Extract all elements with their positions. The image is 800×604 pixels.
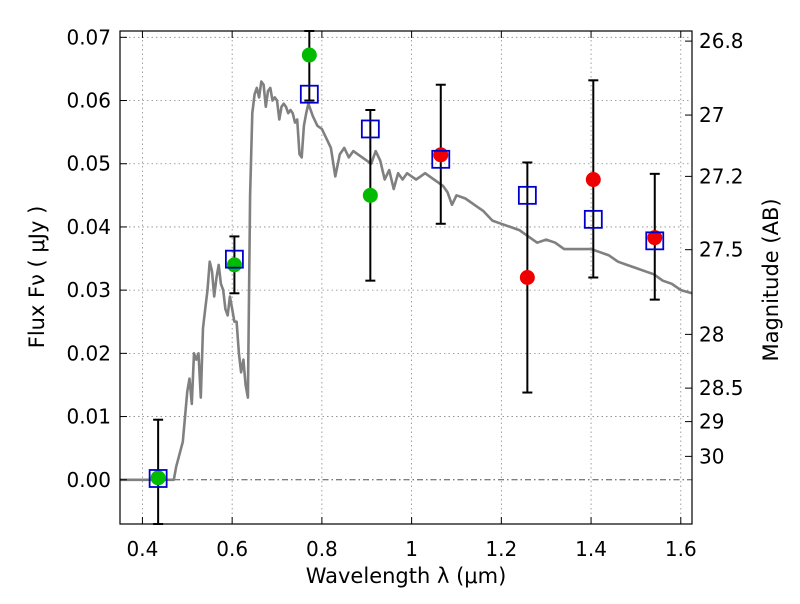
y2-tick-label: 30: [699, 444, 724, 468]
square-point: [645, 231, 665, 251]
square-point: [517, 185, 537, 205]
model-spectrum: [120, 80, 693, 482]
tick-labels: 0.4 0.6 0.8 1 1.2 1.4 1.6 0.00 0.01 0.02 0.03 0.04 0…: [66, 25, 743, 561]
square-point: [583, 209, 603, 229]
y-tick-label: 0.06: [66, 89, 111, 113]
square-point: [431, 149, 451, 169]
green-point: [301, 47, 317, 63]
x-tick-label: 0.8: [306, 537, 338, 561]
x-tick-label: 1.4: [575, 537, 607, 561]
y2-tick-label: 27.2: [699, 164, 744, 188]
model-spectrum-line: [120, 80, 693, 482]
x-tick-label: 1.2: [485, 537, 517, 561]
green-point: [150, 470, 166, 486]
x-tick-label: 1.6: [665, 537, 697, 561]
green-point: [226, 257, 242, 273]
red-point: [585, 172, 601, 188]
x-tick-label: 0.4: [127, 537, 159, 561]
y2-tick-label: 28: [699, 322, 724, 346]
y-tick-label: 0.05: [66, 152, 111, 176]
green-point: [362, 187, 378, 203]
y-tick-label: 0.03: [66, 278, 111, 302]
y-tick-label: 0.04: [66, 215, 111, 239]
axis-ticks: [120, 31, 692, 524]
x-tick-label: 1: [405, 537, 418, 561]
square-point: [360, 119, 380, 139]
y2-tick-label: 27.5: [699, 238, 744, 262]
y-tick-label: 0.00: [66, 468, 111, 492]
data-points: [148, 47, 665, 488]
red-point: [647, 230, 663, 246]
y2-tick-label: 29: [699, 410, 724, 434]
square-point: [299, 84, 319, 104]
y2-tick-label: 27: [699, 103, 724, 127]
x-axis-label: Wavelength λ (μm): [306, 564, 507, 588]
square-point: [224, 249, 244, 269]
x-tick-label: 0.6: [216, 537, 248, 561]
y2-axis-label: Magnitude (AB): [759, 198, 783, 361]
y-axis-label: Flux Fν ( μJy ): [25, 206, 49, 349]
y-tick-label: 0.01: [66, 405, 111, 429]
y-tick-label: 0.02: [66, 341, 111, 365]
y-tick-label: 0.07: [66, 25, 111, 49]
square-point: [148, 469, 168, 488]
red-point: [519, 270, 535, 285]
y2-tick-label: 26.8: [699, 29, 744, 53]
red-point: [433, 147, 449, 163]
plot-frame: [119, 30, 693, 525]
y2-tick-label: 28.5: [699, 376, 744, 400]
